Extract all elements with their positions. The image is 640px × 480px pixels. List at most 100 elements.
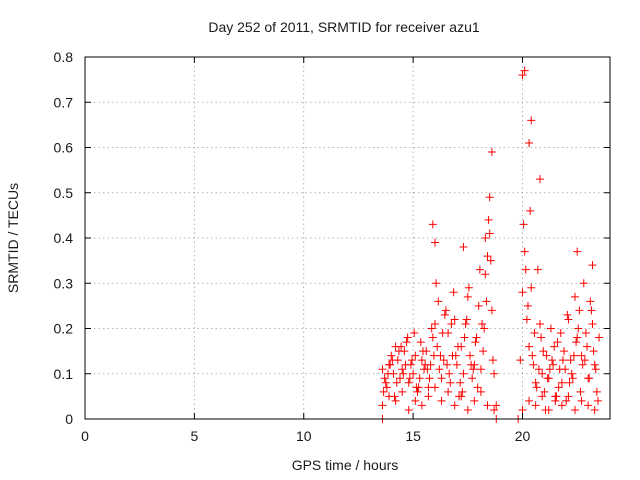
data-point bbox=[394, 347, 403, 356]
data-point bbox=[399, 369, 408, 378]
data-point bbox=[404, 378, 413, 387]
data-point bbox=[542, 351, 551, 360]
data-point bbox=[386, 360, 395, 369]
data-point bbox=[534, 365, 543, 374]
axis-ticks: 0 5 10 15 20 0 0.1 0.2 0.3 0.4 0.5 0.6 0.7 0.8 bbox=[54, 49, 610, 444]
data-point bbox=[467, 360, 476, 369]
data-point bbox=[548, 356, 557, 365]
data-point bbox=[464, 283, 473, 292]
data-point bbox=[425, 374, 434, 383]
data-point bbox=[388, 356, 397, 365]
y-tick-label: 0.6 bbox=[54, 140, 74, 156]
data-point bbox=[458, 387, 467, 396]
data-point bbox=[487, 306, 496, 315]
data-point bbox=[397, 342, 406, 351]
data-point bbox=[543, 374, 552, 383]
data-point bbox=[483, 252, 492, 261]
data-point bbox=[560, 347, 569, 356]
data-point bbox=[404, 405, 413, 414]
data-point bbox=[522, 315, 531, 324]
data-point bbox=[591, 365, 600, 374]
data-point bbox=[588, 261, 597, 270]
y-tick-label: 0.7 bbox=[54, 94, 74, 110]
data-point bbox=[445, 369, 454, 378]
data-point bbox=[590, 405, 599, 414]
data-point bbox=[527, 116, 536, 125]
data-point bbox=[583, 342, 592, 351]
data-point bbox=[580, 356, 589, 365]
data-point bbox=[411, 351, 420, 360]
data-point bbox=[434, 297, 443, 306]
data-point bbox=[391, 396, 400, 405]
data-point bbox=[549, 360, 558, 369]
data-point bbox=[416, 338, 425, 347]
data-point bbox=[551, 396, 560, 405]
data-point bbox=[432, 279, 441, 288]
data-point bbox=[525, 138, 534, 147]
data-point bbox=[481, 234, 490, 242]
data-point bbox=[378, 401, 387, 410]
data-point bbox=[475, 265, 484, 274]
data-point bbox=[478, 319, 487, 328]
data-point bbox=[411, 396, 420, 405]
data-point bbox=[571, 292, 579, 301]
data-point bbox=[518, 288, 527, 297]
data-point bbox=[529, 360, 538, 369]
data-point bbox=[575, 306, 584, 315]
data-point bbox=[531, 378, 540, 387]
data-point bbox=[441, 306, 450, 315]
data-point bbox=[378, 365, 387, 374]
data-point bbox=[552, 392, 561, 401]
data-point bbox=[569, 351, 578, 360]
y-tick-label: 0.5 bbox=[54, 185, 74, 201]
data-point bbox=[519, 220, 528, 229]
data-point bbox=[476, 365, 485, 374]
data-point bbox=[589, 347, 598, 356]
data-point bbox=[438, 329, 447, 338]
data-point bbox=[381, 378, 390, 387]
data-point bbox=[440, 310, 449, 319]
data-point bbox=[521, 265, 530, 274]
data-point bbox=[427, 324, 436, 333]
data-point bbox=[417, 401, 426, 410]
data-point bbox=[536, 319, 544, 328]
data-point bbox=[405, 374, 414, 383]
data-point bbox=[536, 175, 544, 184]
data-point bbox=[479, 347, 488, 356]
data-point bbox=[533, 265, 542, 274]
data-point bbox=[466, 351, 474, 360]
data-point bbox=[451, 351, 460, 360]
data-point bbox=[492, 401, 501, 410]
data-point bbox=[437, 396, 446, 405]
data-point bbox=[452, 360, 461, 369]
data-point bbox=[401, 360, 410, 369]
data-point bbox=[588, 319, 597, 328]
data-point bbox=[437, 374, 446, 383]
y-tick-label: 0.3 bbox=[54, 275, 74, 291]
data-point bbox=[398, 365, 407, 374]
data-point bbox=[586, 297, 595, 306]
data-point bbox=[530, 329, 539, 338]
data-point bbox=[563, 310, 572, 319]
data-point bbox=[539, 347, 548, 356]
data-point bbox=[484, 215, 493, 224]
data-point bbox=[460, 333, 469, 342]
data-point bbox=[571, 405, 579, 414]
data-point bbox=[459, 369, 468, 378]
data-point bbox=[444, 387, 453, 396]
data-point bbox=[584, 401, 593, 410]
data-point bbox=[383, 369, 392, 378]
data-point bbox=[585, 374, 594, 383]
data-point bbox=[562, 396, 571, 405]
data-point bbox=[473, 383, 482, 392]
data-point bbox=[468, 374, 477, 383]
data-point bbox=[408, 356, 417, 365]
data-point bbox=[593, 396, 602, 405]
data-point bbox=[412, 383, 421, 392]
data-point bbox=[469, 365, 478, 374]
data-point bbox=[403, 333, 412, 342]
data-point bbox=[447, 319, 456, 328]
data-point bbox=[572, 338, 581, 347]
data-point bbox=[590, 360, 599, 369]
